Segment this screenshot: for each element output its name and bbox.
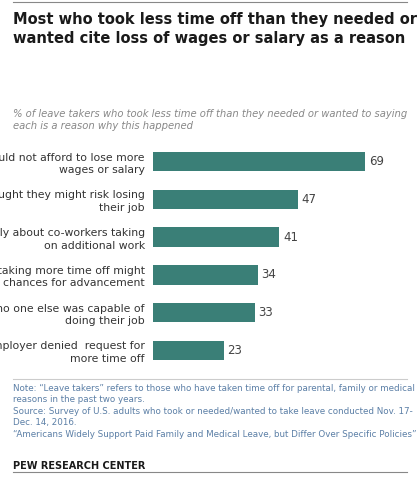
Text: 41: 41 xyxy=(283,230,298,243)
Text: Note: “Leave takers” refers to those who have taken time off for parental, famil: Note: “Leave takers” refers to those who… xyxy=(13,384,416,439)
Text: % of leave takers who took less time off than they needed or wanted to saying
ea: % of leave takers who took less time off… xyxy=(13,109,407,131)
Bar xyxy=(153,341,224,360)
Text: Most who took less time off than they needed or
wanted cite loss of wages or sal: Most who took less time off than they ne… xyxy=(13,12,417,46)
Text: 23: 23 xyxy=(228,344,242,357)
Text: 34: 34 xyxy=(261,269,276,282)
Bar xyxy=(153,227,279,247)
Text: 47: 47 xyxy=(301,193,316,206)
Text: 33: 33 xyxy=(258,306,273,319)
Bar xyxy=(153,265,258,284)
Bar xyxy=(153,152,365,171)
Text: 69: 69 xyxy=(369,155,384,168)
Bar xyxy=(153,190,298,209)
Bar xyxy=(153,303,255,323)
Text: PEW RESEARCH CENTER: PEW RESEARCH CENTER xyxy=(13,461,145,471)
